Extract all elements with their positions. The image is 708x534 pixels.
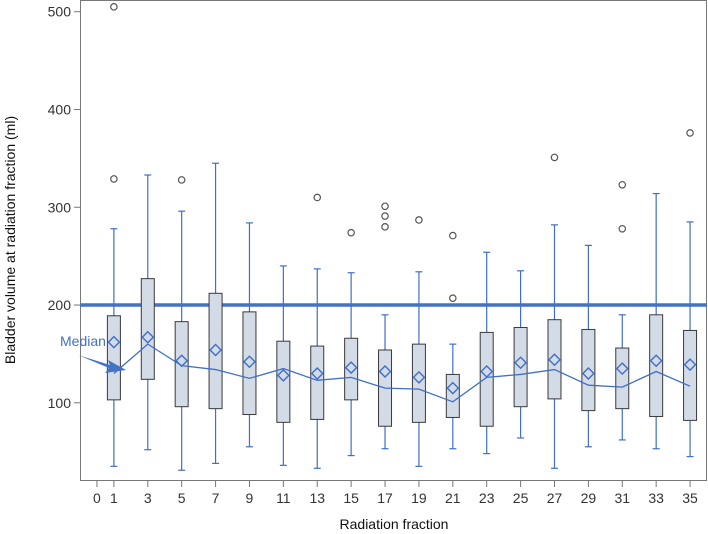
outlier-point	[347, 228, 355, 237]
x-tick-label: 0	[93, 490, 101, 506]
mean-marker	[581, 366, 595, 380]
outlier-point	[381, 223, 389, 231]
median-annotation-label: Median	[60, 333, 106, 349]
y-tick-label: 100	[48, 395, 72, 411]
outlier-point	[618, 224, 627, 233]
mean-marker	[412, 370, 426, 384]
x-tick-label: 9	[246, 490, 254, 506]
box	[174, 321, 189, 408]
mean-marker	[310, 366, 324, 380]
mean-marker	[446, 381, 460, 395]
y-tick-label: 200	[48, 297, 72, 313]
x-tick-label: 21	[445, 490, 461, 506]
box	[310, 345, 325, 420]
box	[513, 327, 528, 408]
outlier-point	[415, 216, 423, 224]
box	[581, 328, 596, 412]
mean-marker	[344, 361, 358, 375]
x-tick-label: 23	[479, 490, 495, 506]
mean-marker	[276, 368, 290, 382]
x-tick-label: 1	[110, 490, 118, 506]
mean-marker	[615, 362, 629, 376]
x-axis-ticks: 0 1 3 5 7 9 11 13 15 17 19 21 23 25 27 29 31 33 35	[93, 481, 698, 506]
outlier-point	[313, 193, 322, 202]
x-tick-label: 19	[411, 490, 427, 506]
outlier-point	[110, 175, 118, 183]
mean-marker	[649, 354, 663, 368]
mean-marker	[514, 356, 528, 370]
y-axis-title: Bladder volume at radiation fraction (ml…	[2, 116, 18, 364]
y-tick-label: 500	[48, 4, 72, 20]
x-tick-label: 25	[513, 490, 529, 506]
box	[106, 315, 121, 401]
mean-marker	[480, 365, 494, 378]
box	[140, 278, 155, 380]
x-tick-label: 29	[581, 490, 597, 506]
box	[683, 329, 698, 421]
y-axis-ticks: 100 200 300 400 500	[48, 4, 80, 411]
x-tick-label: 17	[377, 490, 393, 506]
box	[445, 373, 460, 418]
median-line	[113, 343, 691, 403]
mean-marker	[378, 365, 392, 378]
x-tick-label: 13	[309, 490, 325, 506]
x-tick-label: 3	[144, 490, 152, 506]
mean-markers-group	[107, 330, 697, 395]
x-tick-label: 7	[212, 490, 220, 506]
box	[344, 337, 359, 401]
x-axis-title: Radiation fraction	[340, 516, 449, 532]
x-tick-label: 33	[648, 490, 664, 506]
mean-marker	[242, 355, 256, 369]
x-tick-label: 31	[614, 490, 630, 506]
mean-marker	[547, 353, 561, 367]
outlier-point	[177, 176, 186, 184]
outlier-point	[449, 231, 457, 240]
box	[547, 319, 562, 400]
outlier-point	[381, 212, 389, 220]
box	[479, 331, 494, 427]
mean-marker	[141, 330, 155, 344]
x-tick-label: 27	[547, 490, 563, 506]
mean-marker	[683, 358, 697, 372]
x-tick-label: 11	[276, 490, 291, 506]
median-annotation-arrow	[78, 355, 126, 373]
median-annotation: Median	[60, 333, 126, 373]
y-tick-label: 300	[48, 199, 72, 215]
outliers-group	[110, 3, 694, 302]
outlier-point	[686, 129, 694, 137]
outlier-point	[618, 180, 627, 189]
outlier-point	[550, 153, 559, 162]
box	[208, 292, 223, 410]
box	[242, 311, 257, 416]
median-line-group	[113, 343, 691, 403]
x-tick-label: 35	[682, 490, 698, 506]
x-tick-label: 5	[178, 490, 186, 506]
mean-marker	[107, 335, 121, 349]
whiskers-group	[110, 162, 694, 471]
mean-marker	[175, 354, 189, 368]
outlier-point	[449, 294, 457, 302]
plot-frame	[80, 0, 707, 481]
y-tick-label: 400	[48, 101, 72, 117]
x-tick-label: 15	[343, 490, 359, 506]
mean-marker	[209, 343, 223, 357]
outlier-point	[110, 3, 118, 11]
boxes-group	[106, 278, 698, 427]
outlier-point	[381, 202, 389, 211]
box	[615, 347, 630, 410]
